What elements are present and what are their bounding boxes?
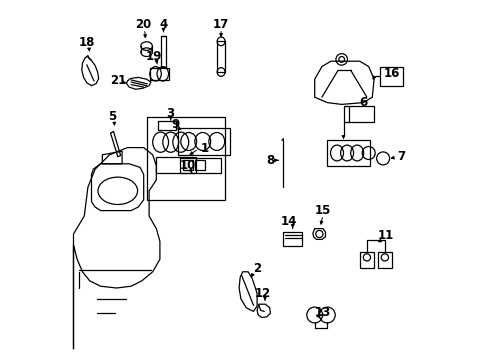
Bar: [150, 68, 168, 80]
Bar: [217, 41, 224, 72]
Bar: [160, 36, 166, 67]
Bar: [182, 160, 192, 170]
Text: 15: 15: [314, 204, 330, 217]
Text: 2: 2: [252, 262, 261, 275]
Text: 10: 10: [179, 159, 195, 172]
Text: 9: 9: [170, 118, 179, 131]
Bar: [147, 117, 224, 200]
Bar: [156, 157, 196, 173]
Text: 20: 20: [135, 18, 151, 31]
Bar: [326, 140, 370, 166]
Text: 12: 12: [255, 287, 271, 300]
Text: 3: 3: [166, 107, 174, 120]
Text: 7: 7: [396, 150, 405, 163]
Bar: [377, 252, 391, 268]
Bar: [158, 121, 176, 130]
Text: 13: 13: [314, 306, 330, 319]
Text: 8: 8: [266, 154, 274, 167]
Bar: [348, 106, 373, 122]
Bar: [178, 128, 230, 155]
Text: 19: 19: [145, 50, 162, 63]
Bar: [359, 252, 373, 268]
Text: 1: 1: [201, 142, 208, 155]
Text: 4: 4: [159, 18, 167, 31]
Bar: [283, 232, 302, 246]
Bar: [195, 160, 205, 170]
Text: 11: 11: [377, 229, 393, 242]
Bar: [379, 67, 402, 86]
Text: 5: 5: [108, 111, 116, 123]
Text: 17: 17: [213, 18, 229, 31]
Text: 21: 21: [109, 75, 125, 87]
Bar: [179, 158, 221, 173]
Text: 18: 18: [79, 36, 95, 49]
Text: 6: 6: [359, 96, 366, 109]
Text: 14: 14: [280, 215, 296, 228]
Text: 16: 16: [383, 67, 399, 80]
